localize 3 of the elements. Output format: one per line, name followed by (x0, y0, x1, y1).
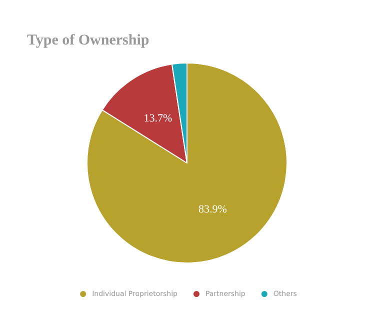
chart-title: Type of Ownership (27, 32, 150, 48)
data-label: 83.9% (198, 203, 227, 216)
data-label: 13.7% (144, 112, 172, 125)
